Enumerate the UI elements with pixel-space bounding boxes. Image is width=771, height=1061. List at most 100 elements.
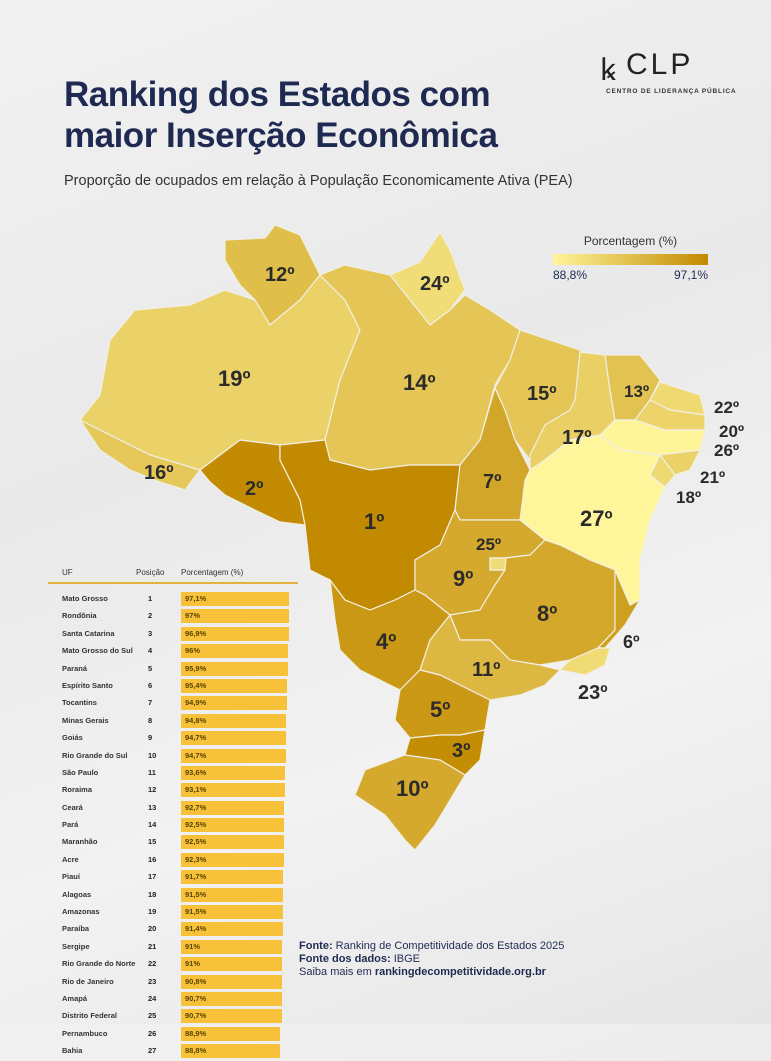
row-bar [181, 626, 289, 641]
row-percentage: 94,7% [185, 750, 207, 760]
row-position: 27 [148, 1046, 157, 1056]
table-row: Rio Grande do Norte 22 91% [48, 956, 298, 973]
row-uf: Rondônia [62, 611, 97, 621]
state-rio-grande-do-sul[interactable] [354, 754, 466, 851]
row-bar [181, 905, 283, 920]
row-position: 12 [148, 785, 157, 795]
state-distrito-federal[interactable] [489, 557, 507, 571]
row-percentage: 93,6% [185, 767, 207, 777]
rank-label-piaui: 17º [562, 427, 592, 449]
row-bar [181, 592, 289, 606]
row-percentage: 96,9% [185, 628, 207, 638]
row-uf: Pernambuco [62, 1028, 108, 1038]
clp-logo: ꝃ CLP CENTRO DE LIDERANÇA PÚBLICA [600, 48, 736, 100]
table-body: Mato Grosso 1 97,1% Rondônia 2 97% Santa Catar… [48, 591, 298, 1061]
row-uf: Minas Gerais [62, 715, 109, 725]
row-uf: Paraíba [62, 924, 90, 934]
row-position: 7 [148, 698, 153, 708]
row-uf: São Paulo [62, 767, 99, 777]
row-percentage: 88,8% [185, 1046, 207, 1056]
rank-label-distrito-federal: 25º [476, 535, 501, 554]
table-row: Tocantins 7 94,9% [48, 695, 298, 712]
state-para[interactable] [318, 264, 521, 471]
row-position: 4 [148, 646, 153, 656]
header-uf: UF [62, 568, 73, 577]
rank-label-alagoas: 18º [676, 488, 701, 507]
row-uf: Distrito Federal [62, 1011, 118, 1021]
row-percentage: 95,9% [185, 663, 207, 673]
row-position: 6 [148, 680, 153, 690]
runner-icon: ꝃ [600, 54, 617, 87]
data-source-text: IBGE [390, 953, 421, 965]
state-espirito-santo[interactable] [596, 569, 642, 649]
row-position: 15 [148, 837, 157, 847]
rank-label-rio-de-janeiro: 23º [578, 682, 608, 704]
more-info-text: Saiba mais em [299, 966, 375, 978]
row-uf: Alagoas [62, 889, 92, 899]
row-position: 5 [148, 663, 153, 673]
row-uf: Pará [62, 820, 79, 830]
row-position: 13 [148, 802, 157, 812]
row-uf: Espírito Santo [62, 680, 113, 690]
website-link[interactable]: rankingdecompetitividade.org.br [374, 966, 546, 978]
table-row: Pernambuco 26 88,9% [48, 1026, 298, 1043]
state-mato-grosso-do-sul[interactable] [329, 577, 451, 691]
state-acre[interactable] [78, 418, 201, 491]
row-bar [181, 783, 285, 798]
row-position: 16 [148, 854, 157, 864]
page-title: Ranking dos Estados com maior Inserção E… [64, 74, 498, 156]
row-position: 19 [148, 907, 157, 917]
row-position: 2 [148, 611, 153, 621]
table-row: Maranhão 15 92,5% [48, 834, 298, 851]
table-row: Mato Grosso 1 97,1% [48, 591, 298, 608]
row-uf: Ceará [62, 802, 83, 812]
row-uf: Bahia [62, 1046, 83, 1056]
row-bar [181, 835, 284, 850]
table-row: Piauí 17 91,7% [48, 869, 298, 886]
table-row: Goiás 9 94,7% [48, 730, 298, 747]
table-row: Sergipe 21 91% [48, 939, 298, 956]
row-percentage: 91,4% [185, 924, 207, 934]
row-bar [181, 939, 282, 954]
row-bar [181, 818, 284, 833]
row-percentage: 93,1% [185, 785, 207, 795]
table-row: Roraima 12 93,1% [48, 782, 298, 799]
legend-title: Porcentagem (%) [583, 234, 678, 248]
ranking-table: UF Posição Porcentagem (%) Mato Grosso 1 9… [48, 566, 298, 1061]
rank-label-roraima: 12º [265, 264, 295, 286]
row-position: 23 [148, 976, 157, 986]
row-uf: Tocantins [62, 698, 97, 708]
source-notes: Fonte: Ranking de Competitividade dos Es… [299, 940, 564, 979]
rank-label-pernambuco: 26º [714, 441, 739, 460]
row-percentage: 94,9% [185, 698, 207, 708]
rank-label-ceara: 13º [624, 382, 649, 401]
rank-label-amazonas: 19º [218, 366, 251, 391]
row-percentage: 92,5% [185, 820, 207, 830]
row-position: 20 [148, 924, 157, 934]
rank-label-espirito-santo: 6º [623, 632, 640, 652]
table-row: Rondônia 2 97% [48, 608, 298, 625]
row-uf: Amapá [62, 993, 88, 1003]
rank-label-mato-grosso: 1º [364, 509, 384, 534]
row-position: 17 [148, 872, 157, 882]
table-row: Bahia 27 88,8% [48, 1043, 298, 1060]
logo-name: CLP [626, 48, 694, 81]
row-bar [181, 800, 284, 815]
table-row: Mato Grosso do Sul 4 96% [48, 643, 298, 660]
row-uf: Piauí [62, 872, 80, 882]
rank-label-tocantins: 7º [483, 471, 501, 493]
data-source-label: Fonte dos dados: [299, 953, 391, 965]
table-row: Amapá 24 90,7% [48, 991, 298, 1008]
row-bar [181, 696, 287, 711]
rank-label-acre: 16º [144, 462, 174, 484]
row-bar [181, 974, 282, 989]
row-bar [181, 887, 283, 902]
row-bar [181, 1009, 282, 1024]
rank-label-santa-catarina: 3º [452, 740, 470, 762]
title-line-2: maior Inserção Econômica [64, 116, 498, 155]
row-position: 24 [148, 993, 157, 1003]
row-position: 9 [148, 733, 153, 743]
header-position: Posição [136, 568, 165, 577]
row-bar [181, 661, 288, 676]
rank-label-maranhao: 15º [527, 383, 557, 405]
